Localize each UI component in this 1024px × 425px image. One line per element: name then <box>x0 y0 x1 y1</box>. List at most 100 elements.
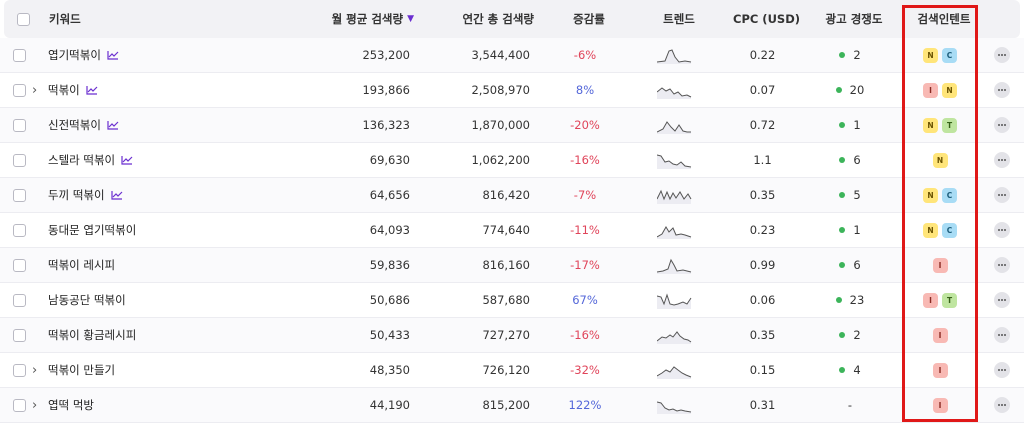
more-dots-icon[interactable] <box>994 187 1010 203</box>
keyword-text[interactable]: 남동공단 떡볶이 <box>48 293 126 307</box>
more-options-button[interactable] <box>993 108 1011 142</box>
intent-badge[interactable]: N <box>923 117 938 133</box>
more-options-button[interactable] <box>993 353 1011 387</box>
row-checkbox[interactable] <box>13 293 26 307</box>
intent-badge[interactable]: C <box>942 222 957 238</box>
more-options-button[interactable] <box>993 248 1011 282</box>
keyword-cell[interactable]: 엽기떡볶이 <box>48 38 119 72</box>
row-checkbox[interactable] <box>13 48 26 62</box>
keyword-cell[interactable]: 떡볶이 만들기 <box>48 353 115 387</box>
keyword-cell[interactable]: 두끼 떡볶이 <box>48 178 123 212</box>
keyword-text[interactable]: 떡볶이 만들기 <box>48 363 116 377</box>
intent-badge[interactable]: I <box>923 82 938 98</box>
row-checkbox[interactable] <box>13 363 26 377</box>
row-checkbox[interactable] <box>13 258 26 272</box>
intent-badge[interactable]: I <box>932 397 948 413</box>
header-keyword[interactable]: 키워드 <box>49 12 81 26</box>
table-row[interactable]: 떡볶이 레시피 59,836 816,160 -17% 0.99 6 I <box>0 248 1024 283</box>
expand-chevron-icon[interactable]: › <box>32 397 38 413</box>
expand-chevron-icon[interactable]: › <box>32 362 38 378</box>
intent-badge[interactable]: I <box>923 292 938 308</box>
header-yearly-volume[interactable]: 연간 총 검색량 <box>462 12 535 26</box>
more-dots-icon[interactable] <box>994 82 1010 98</box>
header-trend[interactable]: 트렌드 <box>663 12 695 26</box>
more-options-button[interactable] <box>993 388 1011 422</box>
more-options-button[interactable] <box>993 213 1011 247</box>
intent-badge[interactable]: C <box>942 47 957 63</box>
intent-badge[interactable]: I <box>932 327 948 343</box>
header-cpc[interactable]: CPC (USD) <box>733 12 800 26</box>
more-dots-icon[interactable] <box>994 292 1010 308</box>
row-checkbox[interactable] <box>13 153 26 167</box>
more-dots-icon[interactable] <box>994 152 1010 168</box>
keyword-cell[interactable]: 스텔라 떡볶이 <box>48 143 133 177</box>
intent-badge[interactable]: N <box>923 222 938 238</box>
select-all-checkbox-cell[interactable] <box>17 0 31 38</box>
keyword-text[interactable]: 동대문 엽기떡볶이 <box>48 223 137 237</box>
intent-badge[interactable]: N <box>923 47 938 63</box>
table-row[interactable]: 떡볶이 황금레시피 50,433 727,270 -16% 0.35 2 I <box>0 318 1024 353</box>
intent-badge[interactable]: I <box>932 257 948 273</box>
more-options-button[interactable] <box>993 178 1011 212</box>
intent-badge[interactable]: T <box>942 292 957 308</box>
keyword-text[interactable]: 신전떡볶이 <box>48 118 101 132</box>
row-checkbox-cell[interactable] <box>13 318 27 352</box>
more-dots-icon[interactable] <box>994 117 1010 133</box>
line-chart-icon[interactable] <box>107 50 119 60</box>
row-checkbox-cell[interactable] <box>13 248 27 282</box>
keyword-cell[interactable]: 떡볶이 황금레시피 <box>48 318 136 352</box>
keyword-cell[interactable]: 떡볶이 레시피 <box>48 248 115 282</box>
intent-badge[interactable]: T <box>942 117 957 133</box>
row-checkbox[interactable] <box>13 328 26 342</box>
header-search-intent[interactable]: 검색인텐트 <box>917 12 971 26</box>
line-chart-icon[interactable] <box>86 85 98 95</box>
row-checkbox[interactable] <box>13 398 26 412</box>
header-growth[interactable]: 증감률 <box>573 12 605 26</box>
row-checkbox-cell[interactable] <box>13 178 27 212</box>
row-checkbox-cell[interactable] <box>13 38 27 72</box>
intent-badge[interactable]: N <box>942 82 957 98</box>
row-checkbox-cell[interactable] <box>13 388 27 422</box>
intent-badge[interactable]: N <box>932 152 948 168</box>
row-checkbox[interactable] <box>13 223 26 237</box>
keyword-text[interactable]: 떡볶이 <box>48 83 80 97</box>
row-checkbox-cell[interactable] <box>13 213 27 247</box>
keyword-text[interactable]: 엽떡 먹방 <box>48 398 94 412</box>
keyword-text[interactable]: 떡볶이 황금레시피 <box>48 328 137 342</box>
more-options-button[interactable] <box>993 73 1011 107</box>
more-dots-icon[interactable] <box>994 257 1010 273</box>
more-options-button[interactable] <box>993 318 1011 352</box>
more-dots-icon[interactable] <box>994 327 1010 343</box>
intent-badge[interactable]: C <box>942 187 957 203</box>
line-chart-icon[interactable] <box>110 190 123 200</box>
select-all-checkbox[interactable] <box>17 12 30 26</box>
row-checkbox-cell[interactable] <box>13 353 27 387</box>
row-checkbox-cell[interactable] <box>13 143 27 177</box>
table-row[interactable]: › 엽떡 먹방 44,190 815,200 122% 0.31 - I <box>0 388 1024 423</box>
keyword-cell[interactable]: 남동공단 떡볶이 <box>48 283 126 317</box>
more-dots-icon[interactable] <box>994 47 1010 63</box>
row-checkbox[interactable] <box>13 188 26 202</box>
keyword-cell[interactable]: 신전떡볶이 <box>48 108 119 142</box>
header-competition[interactable]: 광고 경쟁도 <box>825 12 883 26</box>
row-checkbox[interactable] <box>13 83 26 97</box>
intent-badge[interactable]: I <box>932 362 948 378</box>
line-chart-icon[interactable] <box>121 155 133 165</box>
more-dots-icon[interactable] <box>994 362 1010 378</box>
table-row[interactable]: 스텔라 떡볶이 69,630 1,062,200 -16% 1.1 6 N <box>0 143 1024 178</box>
row-checkbox-cell[interactable] <box>13 283 27 317</box>
row-checkbox-cell[interactable] <box>13 73 27 107</box>
keyword-cell[interactable]: 엽떡 먹방 <box>48 388 94 422</box>
table-row[interactable]: › 떡볶이 만들기 48,350 726,120 -32% 0.15 4 I <box>0 353 1024 388</box>
keyword-text[interactable]: 스텔라 떡볶이 <box>48 153 116 167</box>
keyword-text[interactable]: 엽기떡볶이 <box>48 48 101 62</box>
more-dots-icon[interactable] <box>994 397 1010 413</box>
line-chart-icon[interactable] <box>107 120 119 130</box>
more-options-button[interactable] <box>993 283 1011 317</box>
